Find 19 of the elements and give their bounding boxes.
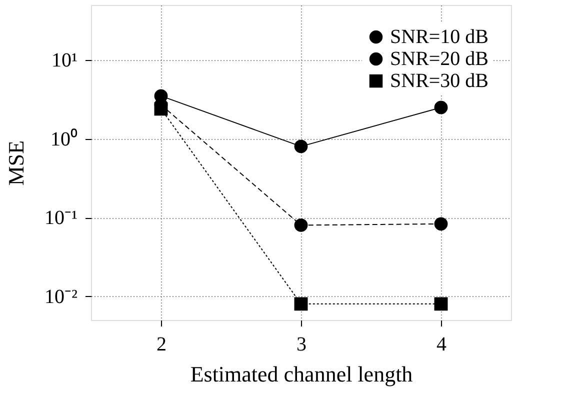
legend-label: SNR=20 dB (390, 48, 489, 70)
x-tick-label: 2 (156, 334, 166, 356)
y-tick-label: 10⁻¹ (44, 207, 78, 230)
y-tick-label: 10⁻² (44, 286, 78, 308)
point (154, 102, 168, 116)
point (434, 217, 448, 231)
y-tick-label: 10⁰ (50, 127, 78, 150)
y-axis-title: MSE (4, 140, 29, 186)
point (294, 297, 308, 311)
legend-label: SNR=10 dB (390, 26, 489, 48)
point (434, 297, 448, 311)
point (294, 218, 308, 232)
x-axis-title: Estimated channel length (190, 362, 413, 386)
legend-label: SNR=30 dB (390, 70, 489, 92)
point (294, 140, 308, 154)
point (434, 100, 448, 114)
y-tick-label: 10¹ (52, 50, 78, 72)
x-tick-label: 4 (436, 334, 446, 356)
x-tick-label: 3 (296, 334, 306, 356)
